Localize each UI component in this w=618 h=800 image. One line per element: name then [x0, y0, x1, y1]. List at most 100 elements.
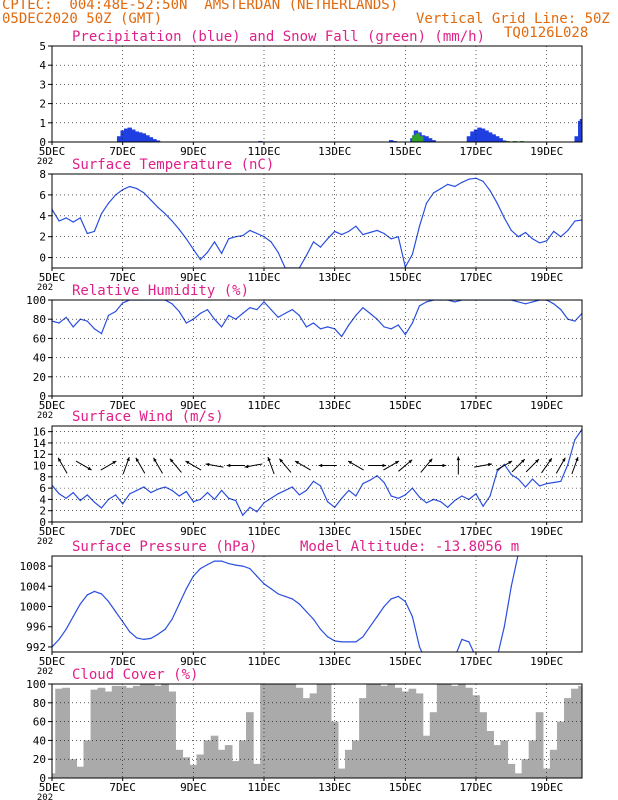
panel-1: 0 1 2 3 4 5 5DEC 7DEC 9DEC 11DEC 13DEC 15DEC 17DEC 19…	[37, 29, 583, 167]
x-tick-label: 13DEC	[318, 145, 351, 158]
x-tick-label: 11DEC	[247, 271, 280, 284]
series-point	[221, 489, 223, 491]
year-fragment: 202	[37, 537, 53, 547]
cloud-bar	[154, 685, 162, 778]
y-tick-label: 0	[39, 772, 46, 785]
wind-arrowhead	[267, 457, 271, 462]
series-point	[256, 309, 258, 311]
series-point	[298, 603, 300, 605]
series-point	[383, 326, 385, 328]
cloud-bar	[253, 763, 261, 778]
cloud-bar	[203, 740, 212, 778]
cloud-bar	[359, 698, 367, 778]
precip-bar	[502, 140, 507, 142]
cloud-bar	[344, 749, 353, 778]
y-tick-label: 14	[33, 437, 47, 450]
cloud-bar	[535, 712, 544, 778]
series-point	[503, 217, 505, 219]
precip-bar	[484, 130, 489, 142]
x-tick-label: 15DEC	[389, 781, 422, 794]
series-point	[312, 322, 315, 324]
wind-arrowhead	[348, 461, 353, 465]
wind-arrowhead	[169, 458, 174, 463]
series-point	[319, 328, 322, 330]
series-point	[171, 220, 173, 222]
x-tick-label: 11DEC	[247, 399, 280, 412]
wind-arrowhead	[562, 457, 566, 462]
series-point	[143, 192, 145, 194]
series-point	[171, 618, 173, 620]
series-point	[221, 326, 223, 328]
series-point	[376, 616, 378, 618]
cloud-bar	[330, 721, 339, 778]
cloud-bar	[83, 740, 92, 778]
wind-arrowhead	[153, 457, 157, 462]
y-tick-label: 4	[39, 59, 46, 72]
series-point	[228, 497, 230, 499]
series-point	[425, 502, 428, 504]
y-tick-label: 0	[39, 252, 46, 265]
x-tick-label: 17DEC	[459, 271, 492, 284]
x-tick-label: 13DEC	[318, 271, 351, 284]
cloud-bar	[436, 684, 445, 778]
series-point	[86, 320, 88, 322]
series-point	[496, 470, 498, 472]
cloud-bar	[118, 685, 127, 778]
x-tick-label: 5DEC	[39, 781, 66, 794]
series-point	[348, 489, 350, 491]
series-point	[440, 188, 442, 190]
precip-bar	[152, 139, 157, 142]
series-point	[178, 603, 180, 605]
series-point	[136, 489, 138, 491]
x-tick-label: 9DEC	[180, 145, 207, 158]
series-point	[129, 493, 131, 495]
x-tick-label: 7DEC	[109, 781, 136, 794]
series-point	[503, 463, 505, 465]
panel-title: Surface Temperature (nC)	[72, 157, 274, 173]
y-tick-label: 2	[39, 231, 46, 244]
series-point	[284, 489, 286, 491]
series-point	[72, 616, 74, 618]
series-point	[397, 324, 399, 326]
series-point	[206, 309, 209, 311]
panel-annotation: Model Altitude: -13.8056 m	[300, 539, 519, 555]
series-point	[574, 220, 576, 222]
series-point	[524, 486, 527, 488]
cloud-bar	[189, 764, 198, 778]
series-point	[447, 667, 448, 668]
x-tick-label: 17DEC	[459, 399, 492, 412]
cloud-bar	[104, 691, 113, 778]
series-point	[433, 498, 435, 500]
plot-frame	[51, 555, 583, 653]
series-point	[327, 238, 329, 240]
series-point	[496, 202, 498, 204]
series-point	[122, 503, 124, 505]
series-point	[298, 314, 300, 316]
series-point	[383, 481, 385, 484]
series-point	[524, 303, 527, 305]
precip-bar	[431, 140, 436, 142]
series-point	[157, 206, 159, 208]
series-point	[58, 638, 60, 641]
precip-bar	[473, 129, 479, 142]
series-point	[249, 506, 251, 508]
series-point	[517, 301, 520, 303]
series-point	[532, 545, 533, 546]
series-point	[249, 307, 251, 309]
cloud-bar	[97, 687, 106, 778]
series-point	[482, 180, 484, 182]
y-tick-label: 4	[39, 210, 46, 223]
series-point	[334, 230, 336, 232]
wind-arrowhead	[548, 458, 552, 463]
y-tick-label: 60	[33, 716, 46, 729]
series-point	[270, 588, 272, 590]
precip-bar	[124, 128, 129, 142]
series-point	[242, 514, 244, 516]
plot-frame	[51, 425, 583, 523]
series-point	[263, 301, 265, 303]
panel-6: 0 20 40 60 80 100 5DEC 7DEC 9DEC 11DEC 13DEC 15DEC 1…	[26, 667, 583, 800]
series-point	[517, 478, 520, 480]
wind-arrowhead	[456, 456, 461, 461]
wind-arrowhead	[126, 457, 130, 462]
